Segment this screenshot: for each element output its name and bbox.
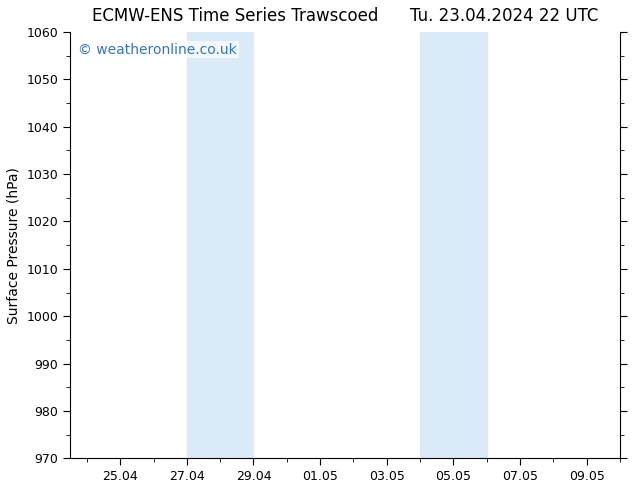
Y-axis label: Surface Pressure (hPa): Surface Pressure (hPa) (7, 167, 21, 323)
Bar (420, 32, 487, 458)
Text: © weatheronline.co.uk: © weatheronline.co.uk (79, 43, 237, 57)
Title: ECMW-ENS Time Series Trawscoed      Tu. 23.04.2024 22 UTC: ECMW-ENS Time Series Trawscoed Tu. 23.04… (92, 7, 598, 25)
Bar (187, 32, 254, 458)
